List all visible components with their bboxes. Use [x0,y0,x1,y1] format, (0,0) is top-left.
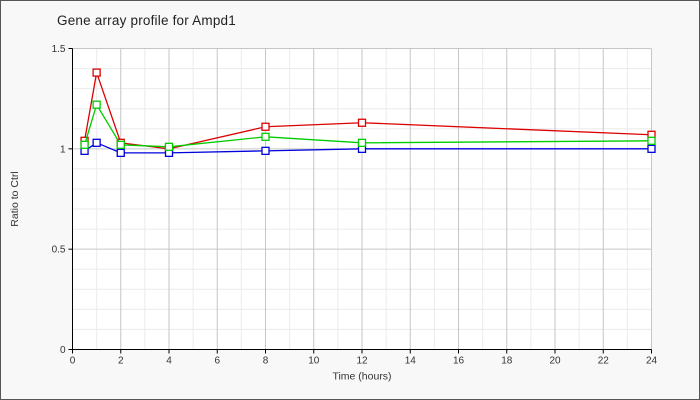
x-tick-label: 22 [598,356,610,367]
x-tick-label: 18 [501,356,513,367]
data-point-marker-blue [116,148,125,157]
data-point-marker-green [647,136,656,145]
data-point-marker-red [92,68,101,77]
y-tick-label: 1 [60,144,66,155]
y-tick-label: 0 [60,345,66,356]
data-point-marker-green [357,138,367,147]
x-tick-label: 8 [263,356,269,367]
data-point-marker-green [261,132,270,141]
x-tick-label: 6 [214,356,220,367]
y-axis-title: Ratio to Ctrl [9,171,21,226]
y-tick-label: 0.5 [52,245,66,256]
data-point-marker-green [164,142,174,151]
x-tick-label: 20 [549,356,561,367]
x-axis-title: Time (hours) [332,371,391,383]
x-tick-label: 0 [70,356,76,367]
data-point-marker-blue [92,138,101,147]
x-tick-label: 4 [166,356,172,367]
data-point-marker-blue [261,146,270,155]
x-tick-label: 24 [646,356,658,367]
x-tick-label: 12 [356,356,368,367]
y-tick-label: 1.5 [52,44,66,55]
x-tick-label: 2 [118,356,124,367]
x-tick-label: 16 [453,356,465,367]
data-point-marker-red [357,118,367,127]
data-point-marker-green [92,100,101,109]
data-point-marker-green [80,140,89,149]
data-point-marker-green [116,140,125,149]
chart-title: Gene array profile for Ampd1 [57,13,236,28]
data-point-marker-red [261,122,270,131]
x-tick-label: 14 [405,356,417,367]
x-tick-label: 10 [308,356,320,367]
data-point-marker-blue [647,144,656,153]
